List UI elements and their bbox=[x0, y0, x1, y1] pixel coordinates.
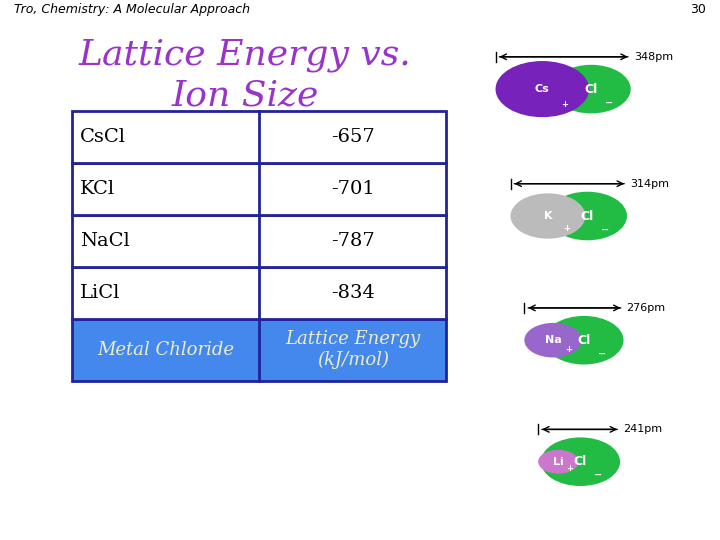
Ellipse shape bbox=[552, 65, 631, 113]
Text: −: − bbox=[605, 97, 613, 107]
FancyBboxPatch shape bbox=[72, 215, 446, 267]
Text: Lattice Energy vs.
Ion Size: Lattice Energy vs. Ion Size bbox=[78, 38, 411, 112]
Text: Lattice Energy
(kJ/mol): Lattice Energy (kJ/mol) bbox=[285, 330, 420, 369]
Text: Tro, Chemistry: A Molecular Approach: Tro, Chemistry: A Molecular Approach bbox=[14, 3, 251, 16]
Text: 241pm: 241pm bbox=[623, 424, 662, 434]
Text: KCl: KCl bbox=[80, 180, 115, 198]
Text: Li: Li bbox=[553, 457, 564, 467]
Ellipse shape bbox=[510, 193, 585, 239]
Ellipse shape bbox=[524, 323, 582, 357]
Text: Cl: Cl bbox=[577, 334, 590, 347]
FancyBboxPatch shape bbox=[72, 111, 446, 163]
FancyBboxPatch shape bbox=[72, 267, 446, 319]
FancyBboxPatch shape bbox=[72, 163, 446, 215]
Text: +: + bbox=[567, 464, 573, 472]
Text: Metal Chloride: Metal Chloride bbox=[97, 341, 234, 359]
Text: +: + bbox=[564, 345, 572, 354]
Text: 348pm: 348pm bbox=[634, 52, 673, 62]
Text: -657: -657 bbox=[331, 128, 374, 146]
Text: -701: -701 bbox=[331, 180, 374, 198]
Text: Cl: Cl bbox=[581, 210, 594, 222]
Text: −: − bbox=[598, 348, 606, 359]
Text: K: K bbox=[544, 211, 552, 221]
Text: Cl: Cl bbox=[574, 455, 587, 468]
Text: +: + bbox=[563, 224, 570, 233]
Text: CsCl: CsCl bbox=[80, 128, 126, 146]
Ellipse shape bbox=[544, 316, 624, 364]
Text: LiCl: LiCl bbox=[80, 284, 120, 302]
Text: -834: -834 bbox=[331, 284, 374, 302]
Text: NaCl: NaCl bbox=[80, 232, 130, 250]
Ellipse shape bbox=[495, 61, 589, 117]
Ellipse shape bbox=[548, 192, 627, 240]
Text: −: − bbox=[594, 470, 603, 480]
Text: +: + bbox=[561, 100, 568, 109]
Text: 30: 30 bbox=[690, 3, 706, 16]
Text: −: − bbox=[601, 224, 609, 234]
Text: 314pm: 314pm bbox=[630, 179, 669, 188]
Ellipse shape bbox=[538, 450, 578, 474]
Text: Na: Na bbox=[545, 335, 562, 345]
Text: 276pm: 276pm bbox=[626, 303, 666, 313]
Ellipse shape bbox=[541, 437, 620, 486]
FancyBboxPatch shape bbox=[72, 319, 446, 381]
Text: -787: -787 bbox=[331, 232, 374, 250]
Text: Cl: Cl bbox=[585, 83, 598, 96]
Text: Cs: Cs bbox=[535, 84, 549, 94]
